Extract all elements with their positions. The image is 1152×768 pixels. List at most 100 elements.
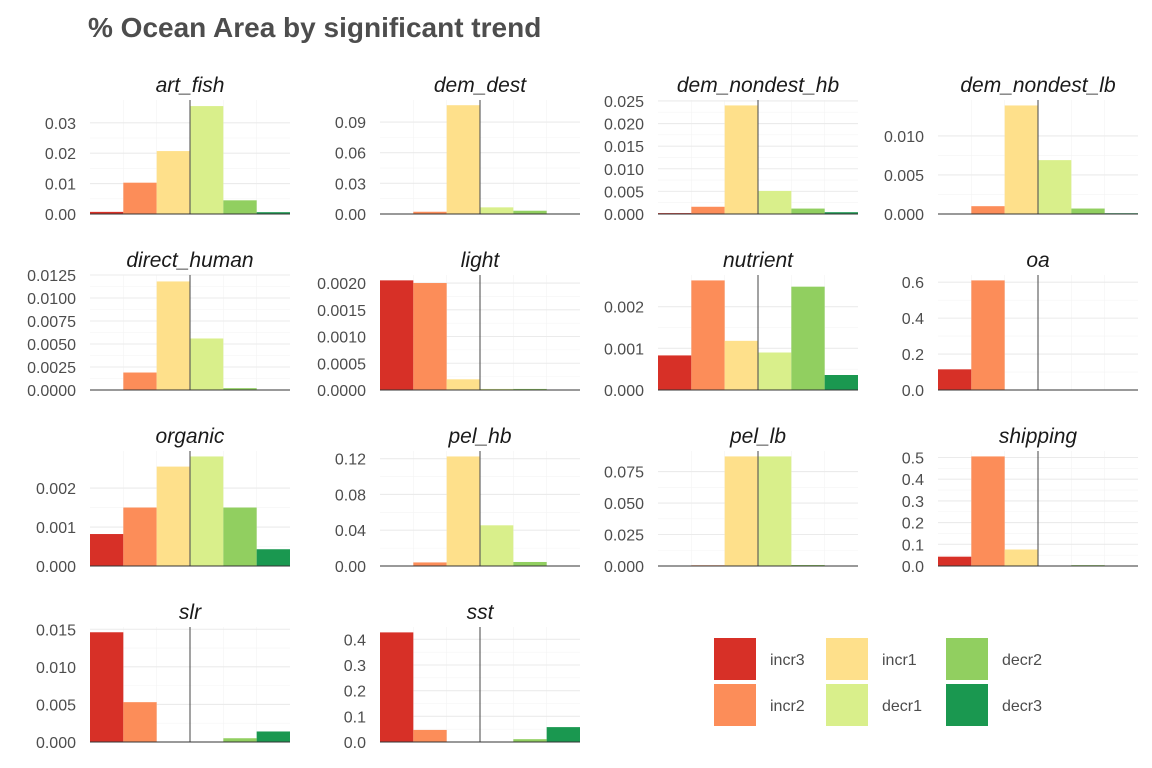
bar-art-fish-incr3	[90, 211, 124, 214]
y-tick-label: 0.000	[604, 207, 644, 224]
bar-direct-human-incr1	[156, 281, 190, 390]
y-tick-label: 0.0	[344, 735, 366, 752]
y-tick-label: 0.002	[36, 481, 76, 498]
y-tick-label: 0.0	[902, 383, 924, 400]
bar-organic-incr1	[156, 466, 190, 566]
bar-sst-decr2	[513, 739, 547, 742]
bar-art-fish-decr2	[223, 200, 257, 214]
legend-swatch	[826, 684, 868, 726]
panel-direct-human: direct_human 0.0000 0.0025 0.0050 0.0075 0.01…	[27, 249, 290, 400]
bar-organic-decr2	[223, 507, 257, 566]
y-tick-label: 0.00	[335, 207, 366, 224]
legend-swatch	[714, 684, 756, 726]
bar-dem-nondest-lb-decr1	[1038, 160, 1072, 214]
y-tick-label: 0.00	[335, 559, 366, 576]
bar-dem-nondest-hb-incr1	[724, 105, 758, 214]
panel-title: slr	[179, 601, 202, 624]
panel-light: light 0.0000 0.0005 0.0010 0.0015 0.0020	[317, 249, 580, 400]
bar-organic-decr1	[190, 456, 224, 566]
panel-pel-lb: pel_lb 0.000 0.025 0.050 0.075	[604, 425, 858, 576]
y-tick-label: 0.0	[902, 559, 924, 576]
legend: incr3 incr2 incr1 decr1 decr2 decr3	[714, 638, 1042, 726]
bar-light-decr2	[513, 388, 547, 390]
bar-dem-dest-decr2	[513, 210, 547, 214]
y-tick-label: 0.0000	[317, 383, 366, 400]
panel-title: pel_lb	[729, 425, 786, 448]
bar-pel-hb-incr1	[446, 456, 480, 566]
y-tick-label: 0.015	[36, 622, 76, 639]
bar-shipping-incr3	[938, 556, 972, 566]
bar-nutrient-decr2	[791, 286, 825, 390]
y-tick-label: 0.025	[604, 528, 644, 545]
panel-dem-dest: dem_dest 0.00 0.03 0.06 0.09	[335, 74, 580, 224]
bar-shipping-incr2	[971, 456, 1005, 566]
y-tick-label: 0.000	[604, 383, 644, 400]
bar-art-fish-decr1	[190, 106, 224, 214]
panel-art-fish: art_fish 0.00 0.01 0.02 0.03	[45, 74, 290, 224]
bar-pel-lb-incr1	[724, 456, 758, 566]
bar-nutrient-decr3	[824, 375, 858, 390]
y-tick-label: 0.020	[604, 117, 644, 134]
y-tick-label: 0.03	[335, 176, 366, 193]
bar-sst-incr2	[413, 729, 447, 742]
y-tick-label: 0.002	[604, 300, 644, 317]
y-tick-label: 0.0125	[27, 268, 76, 285]
bar-dem-dest-decr1	[480, 207, 514, 214]
panel-title: light	[461, 249, 501, 272]
bar-slr-incr2	[123, 702, 157, 742]
panel-title: nutrient	[723, 249, 794, 272]
bar-dem-nondest-hb-decr3	[824, 212, 858, 214]
bar-pel-lb-decr1	[758, 456, 792, 566]
panel-title: direct_human	[126, 249, 253, 272]
panel-title: oa	[1026, 249, 1049, 272]
y-tick-label: 0.000	[884, 207, 924, 224]
legend-item-decr3: decr3	[946, 684, 1042, 726]
y-tick-label: 0.0000	[27, 383, 76, 400]
bar-slr-incr3	[90, 632, 124, 742]
legend-item-decr2: decr2	[946, 638, 1042, 680]
bar-direct-human-decr2	[223, 388, 257, 390]
panel-oa: oa 0.0 0.2 0.4 0.6	[902, 249, 1138, 400]
bar-organic-incr2	[123, 507, 157, 566]
bar-art-fish-incr2	[123, 182, 157, 214]
y-tick-label: 0.000	[36, 559, 76, 576]
y-tick-label: 0.4	[902, 472, 924, 489]
panel-title: dem_nondest_hb	[677, 74, 840, 97]
legend-item-decr1: decr1	[826, 684, 922, 726]
y-tick-label: 0.0050	[27, 337, 76, 354]
bar-slr-decr3	[256, 731, 290, 742]
bar-dem-dest-incr1	[446, 105, 480, 214]
legend-swatch	[946, 684, 988, 726]
panel-title: sst	[467, 601, 495, 624]
panel-title: dem_dest	[434, 74, 527, 97]
bar-nutrient-decr1	[758, 352, 792, 390]
bar-dem-nondest-lb-incr2	[971, 206, 1005, 214]
y-tick-label: 0.0020	[317, 276, 366, 293]
bar-sst-decr3	[546, 727, 580, 742]
bar-dem-nondest-lb-decr2	[1071, 208, 1105, 214]
bar-slr-decr2	[223, 738, 257, 742]
y-tick-label: 0.00	[45, 207, 76, 224]
y-tick-label: 0.015	[604, 139, 644, 156]
y-tick-label: 0.001	[604, 341, 644, 358]
y-tick-label: 0.02	[45, 146, 76, 163]
bar-dem-dest-incr2	[413, 211, 447, 214]
bar-oa-incr2	[971, 280, 1005, 390]
y-tick-label: 0.6	[902, 275, 924, 292]
y-tick-label: 0.3	[902, 494, 924, 511]
legend-swatch	[946, 638, 988, 680]
y-tick-label: 0.005	[884, 168, 924, 185]
panel-title: pel_hb	[447, 425, 511, 448]
panel-pel-hb: pel_hb 0.00 0.04 0.08 0.12	[335, 425, 580, 576]
bar-dem-nondest-lb-incr1	[1004, 105, 1038, 214]
legend-item-incr2: incr2	[714, 684, 805, 726]
y-tick-label: 0.01	[45, 177, 76, 194]
panel-nutrient: nutrient 0.000 0.001 0.002	[604, 249, 858, 400]
y-tick-label: 0.4	[344, 632, 366, 649]
y-tick-label: 0.12	[335, 452, 366, 469]
chart-title: % Ocean Area by significant trend	[88, 12, 541, 43]
y-tick-label: 0.000	[36, 735, 76, 752]
bar-pel-hb-incr2	[413, 562, 447, 566]
panel-shipping: shipping 0.0 0.1 0.2 0.3 0.4 0.5	[902, 425, 1138, 576]
